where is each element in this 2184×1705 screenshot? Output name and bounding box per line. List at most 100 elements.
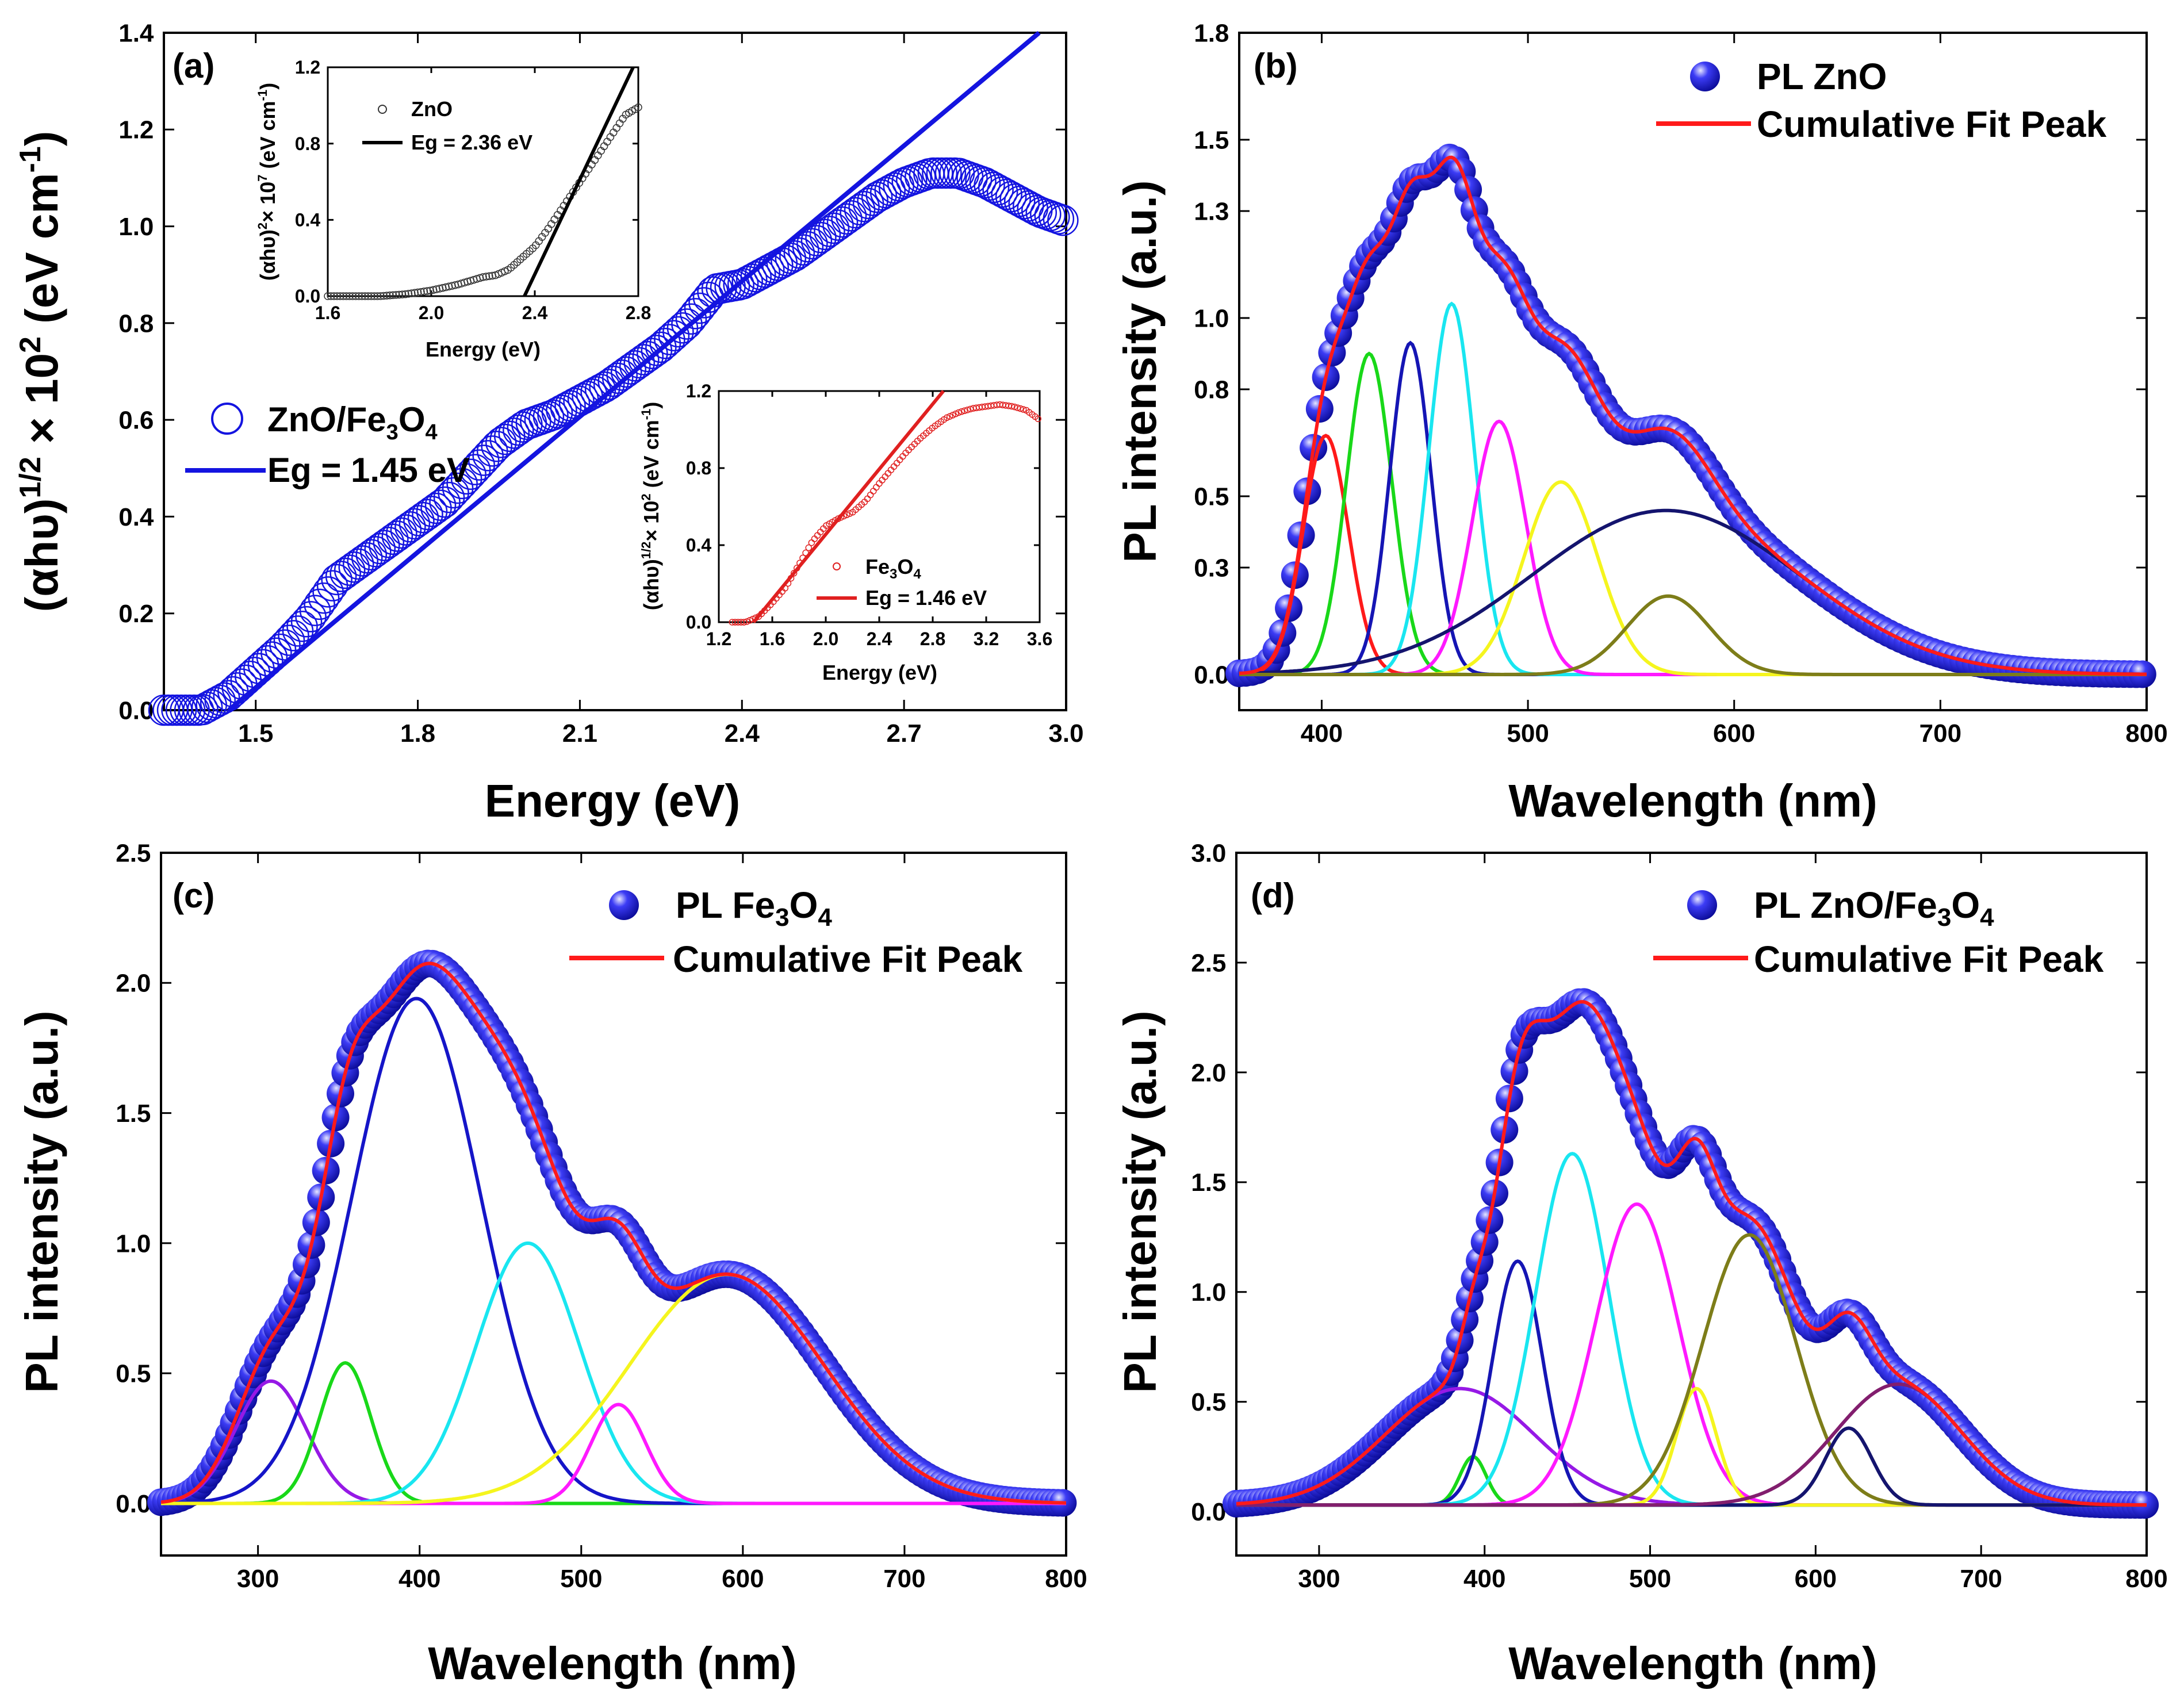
inset-x-label: Energy (eV) [822,661,937,684]
legend: PL Fe3O4 Cumulative Fit Peak [569,884,1023,980]
axis-ticks: 400 500 600 700 800 0.0 0.3 0.5 0.8 1.0 1.3 1.5 1.8 [1194,19,2167,748]
data-point [843,511,850,519]
x-axis-label: Wavelength (nm) [428,1638,796,1689]
data-point [386,291,394,300]
inset-y-label: (αhυ)1/2× 102 (eV cm-1) [639,402,663,611]
legend-marker-circle [211,403,243,435]
data-point [342,292,351,300]
fit-peaks [1225,143,2156,688]
x-tick-label: 2.0 [813,629,838,649]
data-point [395,290,403,299]
x-tick-label: 400 [1301,719,1343,748]
legend-label-pl-zno-fe3o4: PL ZnO/Fe3O4 [1754,884,1994,932]
data-point [783,237,815,269]
data-point [826,206,859,238]
data-point [619,350,651,382]
fit-peaks [1223,988,2159,1519]
x-axis-label: Wavelength (nm) [1508,1638,1877,1689]
x-tick-label: 700 [1960,1565,2002,1593]
data-point [485,427,517,458]
data-point [446,468,478,500]
data-point [390,514,422,546]
legend-label-eg: Eg = 1.45 eV [267,451,470,489]
data-point [304,588,335,620]
y-tick-label: 1.3 [1194,197,1229,225]
data-point [479,273,487,281]
data-point [606,359,638,391]
x-tick-label: 2.4 [867,629,892,649]
inset-fe3o4: 1.2 1.6 2.0 2.4 2.8 3.2 3.6 0.0 0.4 0.8 1.2 Energy… [639,381,1052,684]
y-tick-label: 1.2 [118,116,154,144]
inset-legend-marker [378,105,387,114]
data-point [790,570,798,577]
data-point [455,458,486,490]
data-point [389,291,397,300]
legend-marker-sphere [1690,62,1720,91]
data-point [342,548,374,580]
inset-legend-fe3o4: Fe3O4 [865,555,921,582]
x-tick-label: 500 [1629,1565,1671,1593]
data-point [408,289,416,297]
panel-c: 300 400 500 600 700 800 0.0 0.5 1.0 1.5 2.0 2.5 (c)… [16,839,1087,1689]
fit-peak-8 [1239,594,2147,676]
legend-label-fit: Cumulative Fit Peak [673,938,1023,980]
data-point [840,197,871,229]
data-point [361,292,369,300]
x-tick-label: 2.7 [887,719,922,748]
inset-frame [327,66,639,297]
y-tick-label: 0.0 [1191,1498,1226,1526]
data-point [818,212,850,244]
legend-label-fit: Cumulative Fit Peak [1754,938,2104,980]
data-point [286,611,318,642]
data-point [680,298,711,329]
panel-tag: (a) [173,47,214,85]
inset-series [729,390,1041,626]
y-tick-label: 0.4 [118,503,154,531]
data-point [386,517,417,549]
data-point [373,292,382,300]
data-point [442,472,474,504]
y-tick-label: 1.0 [1194,304,1229,332]
data-point [329,557,361,589]
y-tick-label: 0.8 [686,458,711,478]
data-point [351,542,383,574]
y-tick-label: 0.0 [118,696,154,725]
data-point [424,489,457,521]
data-point [637,338,668,369]
x-tick-label: 2.8 [626,302,651,323]
x-tick-label: 500 [1507,719,1549,748]
data-point [347,545,378,577]
x-tick-label: 700 [1919,719,1961,748]
data-point [779,240,811,272]
data-point [404,290,413,298]
data-point [949,412,956,419]
y-tick-label: 0.0 [295,286,320,306]
y-tick-label: 1.2 [295,57,320,78]
inset-legend-zno: ZnO [411,97,453,121]
data-point [961,407,968,415]
data-point [805,544,812,551]
inset-series [324,66,642,300]
data-point [360,536,392,568]
data-point [364,292,372,300]
data-point [671,308,703,340]
data-point [299,595,331,626]
inset-x-label: Energy (eV) [426,338,541,361]
data-point [796,228,828,260]
plot-frame [163,32,1067,711]
data-point [800,225,833,256]
axis-ticks: 1.5 1.8 2.1 2.4 2.7 3.00.00.20.40.60.81.01.21… [118,19,1083,748]
x-tick-label: 600 [1795,1565,1837,1593]
inset-zno: 1.6 2.0 2.4 2.8 0.0 0.4 0.8 1.2 Energy (eV) (αh… [255,57,651,361]
y-tick-label: 0.0 [686,612,711,633]
data-point [336,292,344,300]
y-tick-label: 0.4 [295,210,321,231]
y-tick-label: 0.0 [116,1490,151,1518]
y-tick-label: 0.0 [1194,661,1229,689]
data-point [1020,406,1027,413]
x-tick-label: 1.2 [706,629,731,649]
data-point [615,353,646,385]
data-point [380,292,388,300]
data-point [870,488,877,495]
